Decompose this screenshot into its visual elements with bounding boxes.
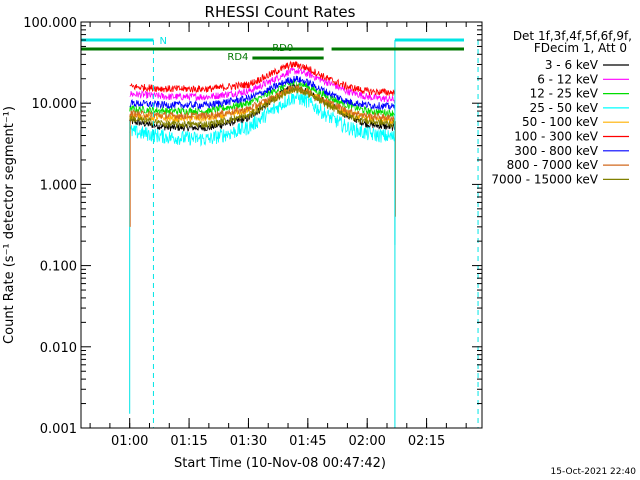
legend-header-line-2: FDecim 1, Att 0: [534, 41, 627, 55]
legend-entry-label: 100 - 300 keV: [514, 130, 598, 144]
x-tick-label: 01:00: [111, 434, 148, 449]
legend-entry-label: 6 - 12 keV: [537, 72, 599, 86]
series-group: [129, 60, 396, 414]
series-line: [129, 83, 396, 122]
x-axis-ticks: 01:00 01:15 01:30 01:45 02:00 02:15: [89, 22, 467, 449]
y-tick-label: 0.010: [40, 341, 77, 356]
legend-entry-label: 300 - 800 keV: [514, 144, 598, 158]
rd4-flag-label: RD4: [227, 52, 248, 63]
x-tick-label: 02:15: [408, 434, 445, 449]
y-tick-label: 100.000: [23, 16, 77, 31]
legend-entry-label: 25 - 50 keV: [530, 101, 599, 115]
x-tick-label: 01:45: [289, 434, 326, 449]
legend-entry-label: 12 - 25 keV: [530, 87, 599, 101]
footer-date: 15-Oct-2021 22:40: [551, 467, 637, 477]
series-line: [129, 75, 396, 111]
attenuator-flags: N RD0 RD4: [81, 36, 479, 428]
chart-title: RHESSI Count Rates: [205, 3, 356, 21]
legend-entry-label: 800 - 7000 keV: [507, 158, 599, 172]
x-tick-label: 01:30: [230, 434, 267, 449]
series-line: [129, 86, 396, 130]
x-tick-label: 02:00: [348, 434, 385, 449]
y-tick-label: 1.000: [40, 178, 77, 193]
y-tick-label: 10.000: [32, 97, 78, 112]
series-line: [129, 67, 396, 104]
series-line: [129, 90, 396, 147]
legend-entry-label: 3 - 6 keV: [545, 58, 599, 72]
x-tick-label: 01:15: [170, 434, 207, 449]
series-line: [129, 60, 396, 97]
legend: Det 1f,3f,4f,5f,6f,9f, FDecim 1, Att 0 3…: [491, 29, 632, 186]
legend-entry-label: 7000 - 15000 keV: [491, 172, 598, 186]
y-tick-label: 0.100: [40, 260, 77, 275]
legend-header-line-1: Det 1f,3f,4f,5f,6f,9f,: [513, 29, 632, 43]
night-flag-label: N: [159, 36, 166, 47]
legend-entry-label: 50 - 100 keV: [522, 115, 599, 129]
plot-frame: [80, 21, 483, 429]
y-tick-label: 0.001: [40, 422, 77, 437]
series-line: [129, 83, 396, 132]
rd0-flag-label: RD0: [272, 43, 293, 54]
y-axis-ticks: 0.001 0.010 0.100 1.000 10.000 100.000: [23, 16, 482, 437]
y-axis-label: Count Rate (s⁻¹ detector segment⁻¹): [2, 106, 17, 344]
x-axis-label: Start Time (10-Nov-08 00:47:42): [174, 456, 386, 471]
